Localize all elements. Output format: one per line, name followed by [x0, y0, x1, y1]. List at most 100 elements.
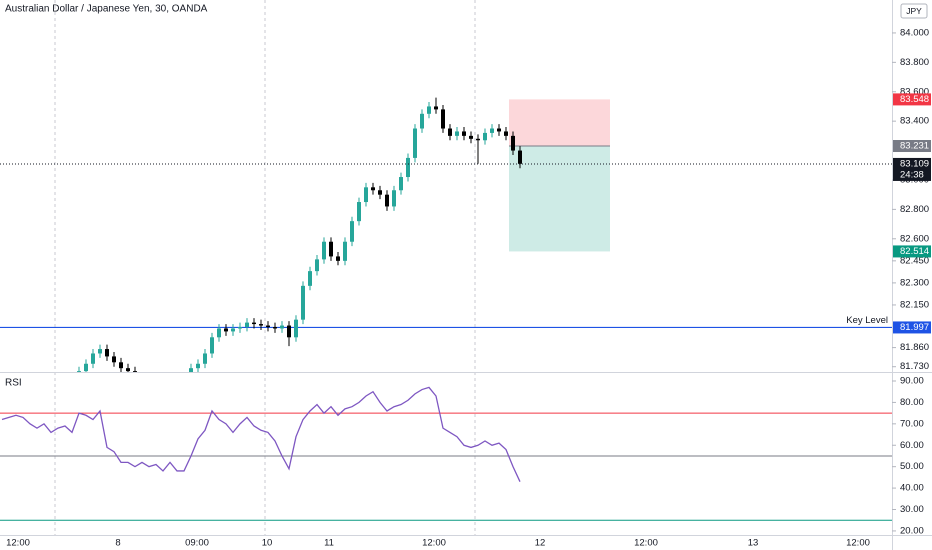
price-pane [0, 97, 892, 372]
x-tick-label: 10 [262, 538, 273, 549]
candle-body [98, 349, 102, 354]
candle-body [420, 113, 424, 129]
countdown: 24:38 [900, 169, 924, 180]
candle-body [273, 327, 277, 329]
candle-body [301, 285, 305, 320]
candle-body [308, 271, 312, 286]
candle-body [434, 106, 438, 110]
y-tick-label: 60.00 [900, 440, 924, 451]
key-level-label: Key Level [846, 315, 888, 326]
entry-badge [893, 140, 931, 153]
candle-body [343, 241, 347, 261]
y-tick-label: 83.800 [900, 57, 929, 68]
candle-body [336, 256, 340, 261]
candle-body [448, 128, 452, 136]
y-tick-label: 30.00 [900, 504, 924, 515]
candle-body [322, 241, 326, 260]
candle-body [371, 187, 375, 191]
candle-body [126, 368, 130, 372]
currency-button[interactable] [900, 3, 928, 19]
candle-body [497, 128, 501, 132]
candle-body [210, 337, 214, 354]
rsi-line [1, 386, 521, 482]
candle-body [217, 328, 221, 338]
candle-body [287, 325, 291, 338]
candle-body [119, 362, 123, 369]
candle-body [245, 322, 249, 328]
candle-body [483, 132, 487, 141]
candle-body [441, 109, 445, 129]
x-tick-label: 12:00 [422, 538, 446, 549]
candle-body [350, 221, 354, 242]
currency-button-label[interactable]: JPY [906, 6, 922, 16]
x-tick-label: 12:00 [634, 538, 658, 549]
y-tick-label: 82.600 [900, 233, 929, 244]
candle-body [490, 128, 494, 133]
x-tick-label: 12:00 [846, 538, 870, 549]
candle-body [196, 363, 200, 369]
candle-body [231, 328, 235, 332]
x-tick-label: 11 [324, 538, 334, 549]
candle-body [462, 131, 466, 136]
candle-body [413, 128, 417, 158]
candle-body [84, 363, 88, 372]
candle-body [357, 202, 361, 222]
x-tick-label: 13 [748, 538, 759, 549]
y-tick-label: 81.860 [900, 342, 929, 353]
x-tick-label: 09:00 [185, 538, 209, 549]
chart-title: Australian Dollar / Japanese Yen, 30, OA… [5, 4, 208, 15]
x-tick-label: 8 [115, 538, 120, 549]
candle-body [91, 353, 95, 364]
y-tick-label: 82.800 [900, 204, 929, 215]
last-price-badge [893, 157, 931, 181]
key-level-badge [893, 321, 931, 334]
target-zone [509, 146, 610, 252]
candle-body [455, 131, 459, 136]
y-tick-label: 80.00 [900, 397, 924, 408]
candle-body [238, 327, 242, 329]
candle-body [280, 325, 284, 329]
axes: 84.00083.80083.60083.40083.00082.80082.6… [6, 27, 931, 549]
stop-value: 83.548 [900, 94, 929, 105]
y-tick-label: 84.000 [900, 27, 929, 38]
candle-body [252, 322, 256, 325]
candle-body [203, 353, 207, 364]
candle-body [224, 328, 228, 332]
candle-body [294, 319, 298, 338]
x-tick-label: 12:00 [6, 538, 30, 549]
candle-body [476, 138, 480, 141]
y-tick-label: 20.00 [900, 525, 924, 536]
candle-body [378, 190, 382, 195]
candle-body [105, 349, 109, 357]
y-tick-label: 40.00 [900, 483, 924, 494]
candle-body [427, 106, 431, 114]
y-tick-label: 83.400 [900, 116, 929, 127]
candle-body [469, 135, 473, 139]
y-tick-label: 90.00 [900, 376, 924, 387]
candle-body [504, 131, 508, 136]
candle-body [77, 371, 81, 372]
candle-body [329, 241, 333, 257]
candle-body [315, 259, 319, 272]
candle-body [259, 324, 263, 326]
y-tick-label: 82.150 [900, 299, 929, 310]
candle-body [406, 157, 410, 178]
candle-body [511, 135, 515, 151]
candle-body [518, 150, 522, 164]
last-price-value: 83.109 [900, 158, 929, 169]
y-tick-label: 50.00 [900, 461, 924, 472]
entry-value: 83.231 [900, 141, 929, 152]
candle-body [189, 368, 193, 372]
x-tick-label: 12 [535, 538, 546, 549]
y-tick-label: 81.730 [900, 361, 929, 372]
y-tick-label: 70.00 [900, 418, 924, 429]
candle-body [364, 187, 368, 203]
candle-body [385, 194, 389, 207]
stop-zone [509, 99, 610, 147]
rsi-pane [0, 386, 892, 521]
candle-body [133, 371, 137, 372]
y-tick-label: 82.300 [900, 277, 929, 288]
candle-body [112, 356, 116, 363]
